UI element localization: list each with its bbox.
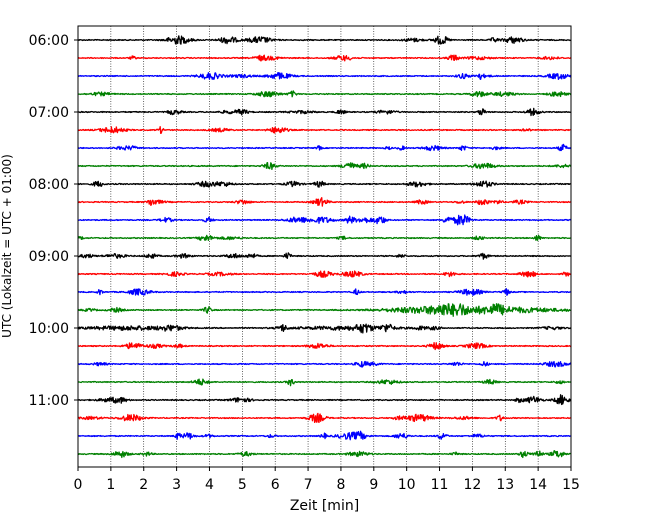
trace-1015 [77,341,572,351]
x-tick-label: 12 [463,477,481,493]
trace-0845 [77,234,572,241]
trace-0600 [77,35,572,45]
trace-1030 [77,360,572,368]
trace-1115 [77,412,572,424]
x-tick-label: 3 [172,477,181,493]
x-tick-label: 0 [74,477,83,493]
x-axis-label: Zeit [min] [290,498,359,514]
traces [77,35,572,459]
trace-0630 [77,72,572,80]
trace-0930 [77,288,572,296]
x-tick-label: 9 [369,477,378,493]
trace-0715 [77,125,572,135]
x-axis: 0 1 2 3 4 5 6 7 8 9 10 11 12 13 14 15 [74,467,580,493]
trace-0830 [77,214,572,226]
x-tick-label: 1 [106,477,115,493]
y-tick-label: 08:00 [29,177,69,193]
y-tick-label: 07:00 [29,105,69,121]
trace-0700 [77,107,572,117]
trace-0745 [77,162,572,171]
x-tick-label: 8 [336,477,345,493]
y-axis: 06:00 07:00 08:00 09:00 10:00 11:00 [29,33,78,409]
trace-0615 [77,54,572,62]
trace-0945 [77,303,572,317]
trace-1145 [77,450,572,459]
x-tick-label: 5 [238,477,247,493]
x-tick-label: 10 [398,477,416,493]
x-tick-label: 15 [562,477,580,493]
trace-0815 [77,197,572,207]
y-tick-label: 06:00 [29,33,69,49]
x-tick-label: 2 [139,477,148,493]
y-tick-label: 11:00 [29,393,69,409]
x-tick-label: 6 [271,477,280,493]
trace-0800 [77,180,572,188]
x-tick-label: 13 [496,477,514,493]
y-tick-label: 09:00 [29,249,69,265]
trace-0645 [77,90,572,98]
y-axis-label: UTC (Lokalzeit = UTC + 01:00) [0,154,14,338]
trace-0915 [77,270,572,278]
x-tick-label: 14 [529,477,547,493]
x-tick-label: 4 [205,477,214,493]
grid [110,26,539,467]
trace-1130 [77,430,572,441]
x-tick-label: 11 [431,477,449,493]
trace-1045 [77,378,572,387]
x-tick-label: 7 [304,477,313,493]
plot-frame [77,25,572,468]
trace-0730 [77,143,572,152]
trace-0900 [77,252,572,260]
trace-1000 [77,323,572,334]
y-tick-label: 10:00 [29,321,69,337]
trace-1100 [77,394,572,406]
